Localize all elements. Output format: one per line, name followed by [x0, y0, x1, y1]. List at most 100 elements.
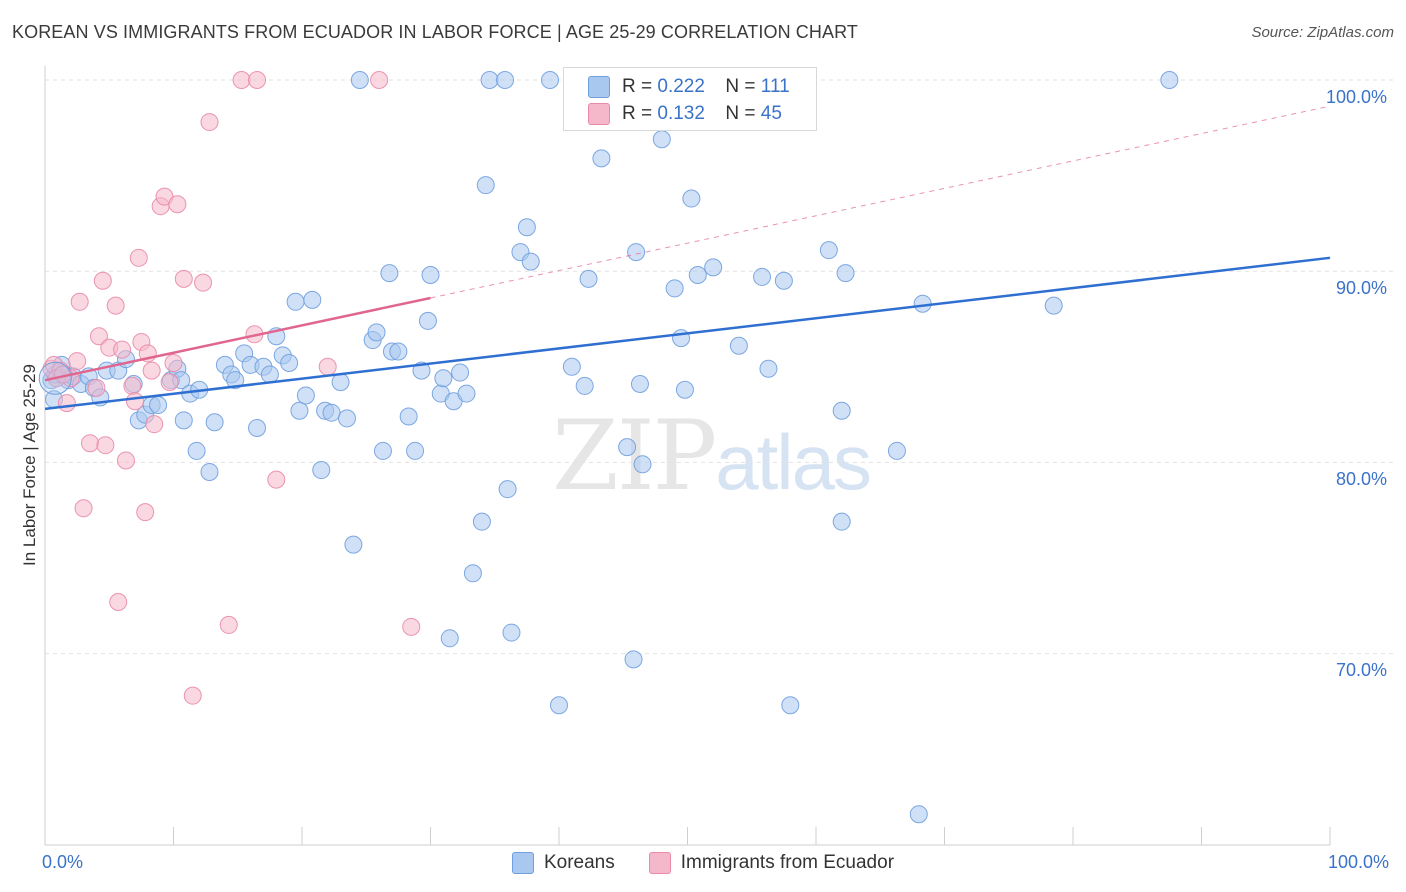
- korean-point: [421, 266, 440, 285]
- korean-point: [260, 365, 279, 384]
- korean-point: [418, 311, 437, 330]
- korean-point: [759, 359, 778, 378]
- korean-point: [440, 629, 459, 648]
- ecuador-point: [145, 415, 164, 434]
- korean-point: [412, 361, 431, 380]
- korean-point: [434, 369, 453, 388]
- data-points: [38, 71, 1179, 824]
- y-tick-label-80: 80.0%: [1336, 469, 1388, 489]
- ecuador-point: [113, 340, 132, 359]
- r-label: R =: [622, 76, 653, 97]
- r-label: R =: [622, 103, 653, 124]
- korean-point: [380, 264, 399, 283]
- korean-point: [652, 130, 671, 149]
- korean-trend-line: [44, 256, 1331, 411]
- ecuador-point: [57, 394, 76, 413]
- korean-point: [704, 258, 723, 277]
- korean-point: [627, 243, 646, 262]
- axes: [44, 66, 1331, 846]
- y-tick-label-70: 70.0%: [1336, 660, 1388, 680]
- ecuador-point: [109, 592, 128, 611]
- n-value: 45: [760, 103, 782, 124]
- legend-item-koreans[interactable]: Koreans: [511, 852, 615, 874]
- ecuador-point: [232, 71, 251, 89]
- korean-point: [618, 438, 637, 457]
- korean-point: [498, 480, 517, 499]
- ecuador-point: [200, 113, 219, 132]
- korean-point: [913, 294, 932, 313]
- y-tick-label-90: 90.0%: [1336, 278, 1388, 298]
- korean-point: [541, 71, 560, 89]
- korean-point: [322, 403, 341, 422]
- legend-label-ecuador: Immigrants from Ecuador: [680, 852, 895, 873]
- korean-point: [836, 264, 855, 283]
- x-tick-label-max: 100.0%: [1328, 852, 1390, 872]
- korean-point: [1160, 71, 1179, 89]
- korean-point: [774, 271, 793, 290]
- r-value: 0.132: [657, 103, 705, 124]
- ecuador-point: [129, 248, 148, 267]
- korean-point: [344, 535, 363, 554]
- korean-point: [337, 409, 356, 428]
- korean-point: [502, 623, 521, 642]
- korean-point: [389, 342, 408, 361]
- ecuador-point: [183, 686, 202, 705]
- korean-point: [187, 441, 206, 460]
- korean-point: [633, 455, 652, 474]
- ecuador-point: [96, 436, 115, 455]
- ecuador-point: [267, 470, 286, 489]
- r-value: 0.222: [657, 76, 705, 97]
- korean-point: [373, 441, 392, 460]
- ecuador-point: [136, 503, 155, 522]
- ecuador-trend-line: [44, 296, 431, 382]
- korean-point: [149, 396, 168, 415]
- ecuador-point: [80, 434, 99, 453]
- ecuador-point: [160, 373, 179, 392]
- stats-row-ecuador: R = 0.132 N = 45: [588, 102, 782, 126]
- n-label: N =: [725, 103, 756, 124]
- korean-point: [350, 71, 369, 89]
- korean-point: [517, 218, 536, 237]
- ecuador-point: [70, 292, 89, 311]
- koreans-legend-swatch: [511, 852, 534, 874]
- korean-point: [472, 512, 491, 531]
- legend-label-koreans: Koreans: [543, 852, 615, 873]
- ecuador-point: [93, 271, 112, 290]
- legend-item-ecuador[interactable]: Immigrants from Ecuador: [648, 852, 895, 874]
- stats-legend: R = 0.222 N = 111 R = 0.132 N = 45: [563, 67, 817, 131]
- chart-source: Source: ZipAtlas.com: [1251, 24, 1394, 41]
- korean-point: [280, 353, 299, 372]
- ecuador-point: [174, 269, 193, 288]
- korean-point: [753, 267, 772, 286]
- korean-point: [630, 375, 649, 394]
- ecuador-point: [116, 451, 135, 470]
- ecuador-point: [248, 71, 267, 89]
- ecuador-point: [318, 357, 337, 376]
- korean-point: [174, 411, 193, 430]
- ecuador-point: [168, 195, 187, 214]
- korean-point: [579, 269, 598, 288]
- korean-point: [399, 407, 418, 426]
- ecuador-point: [164, 353, 183, 372]
- korean-point: [367, 323, 386, 342]
- korean-point: [887, 441, 906, 460]
- korean-point: [832, 512, 851, 531]
- korean-point: [476, 176, 495, 195]
- korean-point: [248, 418, 267, 437]
- ecuador-point: [194, 273, 213, 292]
- koreans-swatch: [588, 76, 610, 98]
- korean-point: [286, 292, 305, 311]
- korean-point: [457, 384, 476, 403]
- ecuador-point: [370, 71, 389, 89]
- korean-point: [200, 462, 219, 481]
- ecuador-trend-extension: [430, 105, 1331, 299]
- ecuador-point: [87, 378, 106, 397]
- ecuador-point: [106, 296, 125, 315]
- korean-point: [624, 650, 643, 669]
- ecuador-point: [68, 352, 87, 371]
- korean-point: [296, 386, 315, 405]
- korean-point: [575, 376, 594, 395]
- ecuador-point: [219, 615, 238, 634]
- korean-point: [331, 373, 350, 392]
